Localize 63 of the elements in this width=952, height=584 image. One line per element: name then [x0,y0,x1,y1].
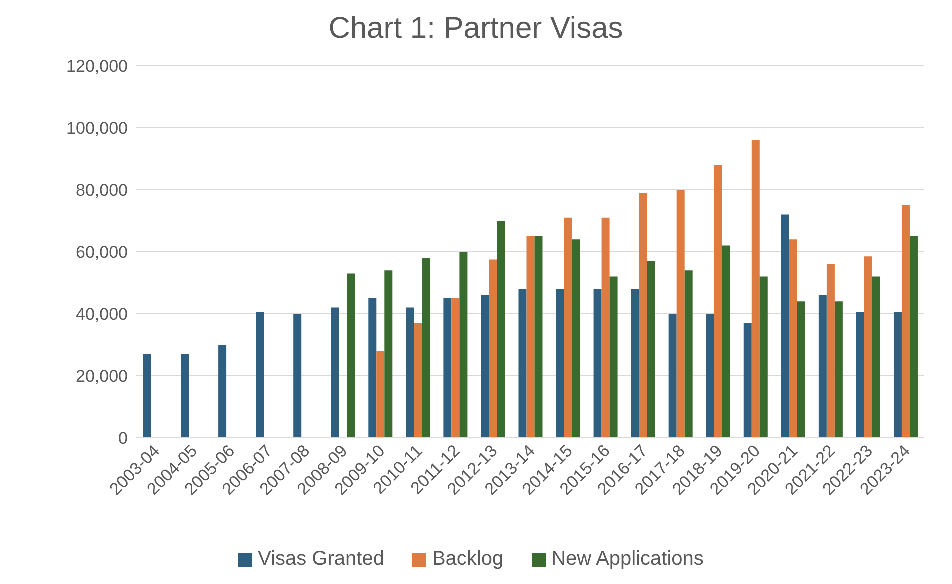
bar [460,252,468,438]
bar [684,270,693,438]
bar [331,308,340,438]
bar [452,298,460,438]
bar [534,236,543,438]
bar [668,314,677,438]
y-tick-label: 20,000 [76,367,128,386]
bar [722,246,730,438]
legend-label: Visas Granted [257,548,384,571]
bar [818,295,827,438]
bar [481,295,490,438]
bar [639,193,648,438]
bar [406,308,414,438]
bar [676,190,685,438]
bar [572,240,580,438]
bar [376,351,385,438]
bar [902,206,910,438]
bar [894,312,902,438]
bar [602,218,610,438]
bar [181,354,190,438]
bar [714,165,722,438]
chart-title: Chart 1: Partner Visas [328,11,624,47]
legend-label: New Applications [550,548,704,571]
legend-label: Backlog [431,548,504,571]
bar [781,214,790,438]
bar [872,276,880,438]
bar [564,218,572,438]
bar [414,323,422,438]
bar [144,354,152,438]
y-tick-label: 0 [118,429,128,448]
bar [744,323,752,438]
bar [518,289,527,438]
bar [910,236,918,438]
y-tick-label: 40,000 [76,305,128,324]
bar [218,345,227,438]
y-tick-label: 100,000 [66,119,128,138]
y-tick-label: 80,000 [76,181,128,200]
bar [647,261,656,438]
bar [594,289,602,438]
y-tick-label: 60,000 [76,243,128,262]
bar [556,289,564,438]
bar [864,256,872,438]
bar [347,274,356,438]
bar [368,298,377,438]
bar [797,302,806,438]
bar [834,302,843,438]
bar [631,289,640,438]
bar [489,260,498,438]
bar [706,314,714,438]
bar [752,140,760,438]
bar [497,221,506,438]
bar [526,236,535,438]
bar [256,312,264,438]
bar [760,276,768,438]
bar [856,312,864,438]
bar [444,298,452,438]
y-tick-label: 120,000 [66,57,128,76]
bar [384,270,393,438]
bar [422,258,430,438]
bar [789,240,798,438]
bar [294,314,302,438]
bar [610,276,618,438]
bar [826,264,835,438]
